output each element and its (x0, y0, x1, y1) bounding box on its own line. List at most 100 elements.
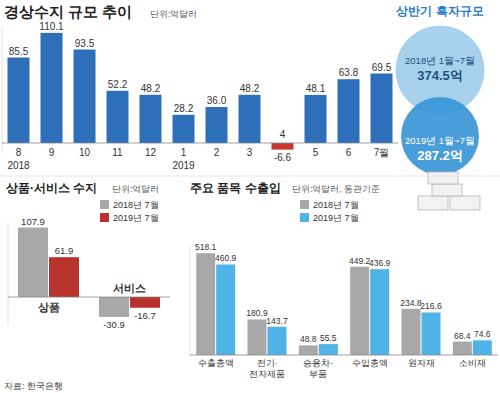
bar (41, 33, 63, 143)
data-label: 143.7 (266, 316, 288, 326)
data-label: 48.8 (300, 334, 317, 344)
tick-label: 10 (79, 147, 91, 158)
bar (107, 91, 129, 143)
tick-label-line: 원자재 (408, 358, 435, 368)
tick-label: 3 (247, 147, 253, 158)
tick-label-line: 소비재 (459, 358, 486, 368)
money-block (432, 184, 462, 196)
bar (206, 107, 228, 143)
bars (18, 228, 160, 317)
bar (173, 115, 195, 143)
tick-label-line: 10 (79, 147, 91, 158)
tick-label-line: 부품 (309, 369, 327, 379)
data-label: 374.5억 (417, 68, 463, 83)
legend-label: 2019년 7월 (313, 213, 359, 223)
bubble-chart: 상반기 흑자규모2018년 1월~7월374.5억2019년 1월~7월287.… (395, 4, 484, 175)
data-label: 449.2 (349, 256, 371, 266)
tick-label-line: 4 (280, 129, 286, 140)
data-label: 287.2억 (417, 148, 463, 163)
bars (8, 33, 393, 150)
tick-label: 수입총액 (352, 358, 388, 368)
year-label: 2019 (172, 160, 195, 171)
tick-label: 전기·전자제품 (249, 358, 285, 379)
tick-label: 12 (145, 147, 157, 158)
bar (371, 74, 393, 144)
money-illustration (418, 172, 480, 210)
labels: 107.961.9상품-30.9-16.7서비스 (21, 216, 156, 330)
chart-title: 경상수지 규모 추이 (4, 3, 132, 20)
bar-chart: 경상수지 규모 추이단위:억달러85.58110.1993.51052.2114… (2, 3, 398, 171)
tick-label: 4 (280, 129, 286, 140)
infographic: 경상수지 규모 추이단위:억달러85.58110.1993.51052.2114… (0, 0, 500, 393)
data-label: 74.6 (474, 329, 491, 339)
bar (305, 95, 327, 143)
tick-label-line: 수입총액 (352, 358, 388, 368)
bar (216, 264, 235, 355)
bar (248, 319, 267, 355)
data-label: 48.2 (240, 83, 260, 94)
y-axis-line (2, 28, 3, 153)
y-axis-line (190, 245, 191, 355)
legend-swatch (100, 213, 109, 222)
bar-chart: 주요 품목 수출입단위:억달러, 통관기준518.1460.9수출총액180.9… (190, 181, 498, 379)
data-label: -30.9 (103, 319, 125, 330)
tick-label: 5 (313, 147, 319, 158)
data-label: 63.8 (339, 67, 359, 78)
bubble-label: 2018년 1월~7월 (405, 55, 475, 66)
bar (453, 342, 472, 355)
tick-label: 9 (49, 147, 55, 158)
legend-label: 2018년 7월 (113, 200, 159, 210)
legend-swatch (300, 200, 309, 209)
baseline (8, 297, 170, 298)
bar (239, 95, 261, 143)
y-axis-line (8, 223, 9, 326)
tick-label-line: 6 (346, 147, 352, 158)
bar (338, 79, 360, 143)
bar (319, 344, 338, 355)
data-label: 234.8 (400, 298, 422, 308)
bar (18, 228, 48, 297)
bar-chart: 상품·서비스 수지단위:억달러107.961.9상품-30.9-16.7서비스2… (5, 181, 170, 330)
tick-label-line: 7월 (374, 147, 390, 158)
tick-label: 원자재 (408, 358, 435, 368)
tick-label-line: 9 (49, 147, 55, 158)
chart-title: 주요 품목 수출입 (190, 181, 281, 195)
tick-label-line: 승용차· (303, 358, 333, 368)
year-label: 2018 (7, 160, 30, 171)
tick-label-line: 2 (214, 147, 220, 158)
bar (74, 50, 96, 144)
tick-label: 1 (181, 147, 187, 158)
tick-label-line: 수출총액 (198, 358, 234, 368)
labels: 518.1460.9수출총액180.9143.7전기·전자제품48.855.5승… (195, 242, 491, 378)
tick-label: 6 (346, 147, 352, 158)
data-label: -16.7 (134, 310, 156, 321)
tick-label: 8 (16, 147, 22, 158)
data-label: 216.6 (420, 301, 442, 311)
tick-label: 상품 (38, 301, 60, 313)
legend-label: 2019년 7월 (113, 213, 159, 223)
tick-label-line: 5 (313, 147, 319, 158)
bar (268, 327, 287, 355)
data-label: 55.5 (320, 333, 337, 343)
tick-label-line: 상품 (38, 301, 60, 313)
tick-label-line: 11 (112, 147, 123, 158)
bar (422, 312, 441, 355)
chart-title: 상반기 흑자규모 (395, 4, 483, 18)
tick-label: 2 (214, 147, 220, 158)
tick-label: 11 (112, 147, 123, 158)
chart-title: 상품·서비스 수지 (5, 181, 97, 195)
tick-label-line: 12 (145, 147, 157, 158)
data-label: 28.2 (174, 103, 194, 114)
money-block (418, 196, 448, 210)
data-label: -6.6 (274, 152, 292, 163)
money-block (450, 196, 480, 210)
unit-label: 단위:억달러, 통관기준 (292, 184, 380, 194)
bar (140, 95, 162, 143)
bar (130, 297, 160, 308)
tick-label: 소비재 (459, 358, 486, 368)
data-label: 61.9 (55, 245, 74, 256)
tick-label-line: 8 (16, 147, 22, 158)
bar (350, 267, 369, 355)
tick-label-line: 3 (247, 147, 253, 158)
data-label: 69.5 (372, 62, 392, 73)
